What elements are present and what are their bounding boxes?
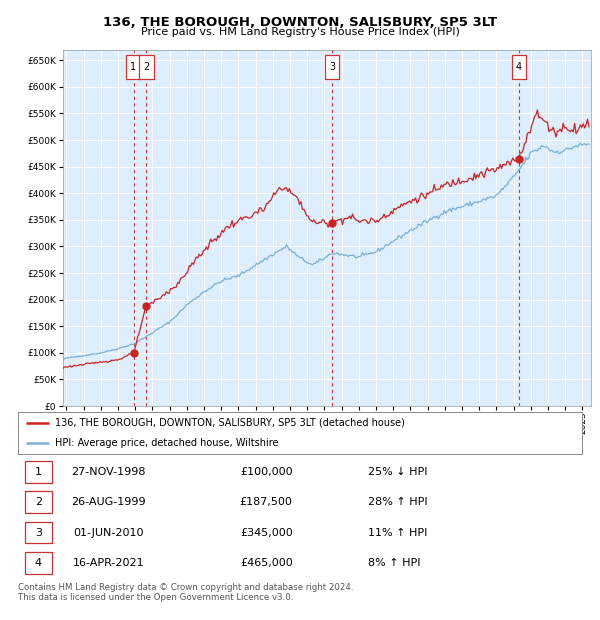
Text: 2: 2	[143, 62, 149, 72]
FancyBboxPatch shape	[25, 552, 52, 574]
Text: 1: 1	[35, 467, 42, 477]
FancyBboxPatch shape	[25, 461, 52, 483]
Text: 3: 3	[35, 528, 42, 538]
Text: 4: 4	[35, 558, 42, 568]
FancyBboxPatch shape	[325, 55, 340, 79]
Text: £187,500: £187,500	[240, 497, 293, 507]
Text: Contains HM Land Registry data © Crown copyright and database right 2024.: Contains HM Land Registry data © Crown c…	[18, 583, 353, 592]
Text: This data is licensed under the Open Government Licence v3.0.: This data is licensed under the Open Gov…	[18, 593, 293, 602]
Text: 3: 3	[329, 62, 335, 72]
FancyBboxPatch shape	[512, 55, 526, 79]
Text: £465,000: £465,000	[240, 558, 293, 568]
Text: 4: 4	[516, 62, 522, 72]
FancyBboxPatch shape	[126, 55, 141, 79]
Text: 136, THE BOROUGH, DOWNTON, SALISBURY, SP5 3LT (detached house): 136, THE BOROUGH, DOWNTON, SALISBURY, SP…	[55, 418, 404, 428]
Text: 11% ↑ HPI: 11% ↑ HPI	[368, 528, 427, 538]
Text: Price paid vs. HM Land Registry's House Price Index (HPI): Price paid vs. HM Land Registry's House …	[140, 27, 460, 37]
Text: 01-JUN-2010: 01-JUN-2010	[73, 528, 143, 538]
Text: 16-APR-2021: 16-APR-2021	[73, 558, 144, 568]
Text: £345,000: £345,000	[240, 528, 293, 538]
Text: 8% ↑ HPI: 8% ↑ HPI	[368, 558, 420, 568]
Text: 2: 2	[35, 497, 42, 507]
FancyBboxPatch shape	[25, 492, 52, 513]
Text: 1: 1	[130, 62, 137, 72]
FancyBboxPatch shape	[139, 55, 154, 79]
Text: £100,000: £100,000	[240, 467, 292, 477]
Text: 25% ↓ HPI: 25% ↓ HPI	[368, 467, 427, 477]
Text: 27-NOV-1998: 27-NOV-1998	[71, 467, 145, 477]
Text: 136, THE BOROUGH, DOWNTON, SALISBURY, SP5 3LT: 136, THE BOROUGH, DOWNTON, SALISBURY, SP…	[103, 16, 497, 29]
Text: 28% ↑ HPI: 28% ↑ HPI	[368, 497, 427, 507]
FancyBboxPatch shape	[25, 521, 52, 543]
Text: HPI: Average price, detached house, Wiltshire: HPI: Average price, detached house, Wilt…	[55, 438, 278, 448]
Text: 26-AUG-1999: 26-AUG-1999	[71, 497, 146, 507]
